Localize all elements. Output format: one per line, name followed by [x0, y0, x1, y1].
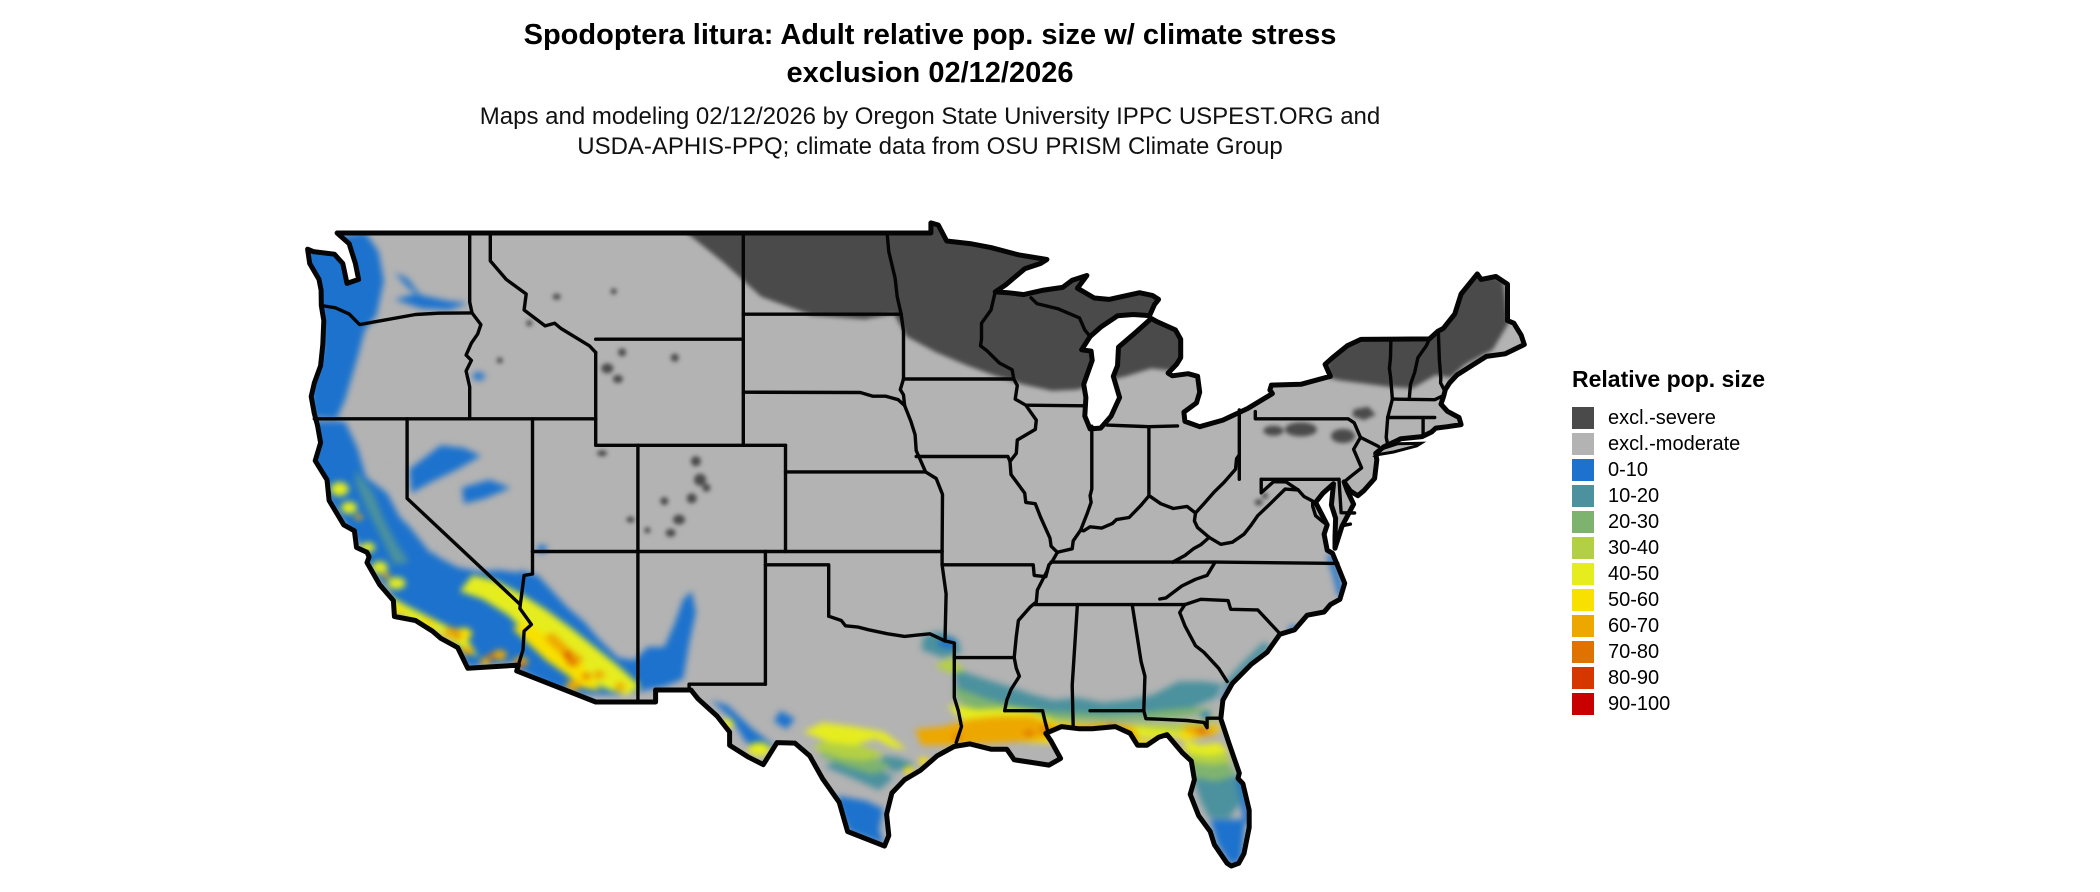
legend-label: 90-100	[1608, 692, 1671, 715]
legend-swatch	[1572, 563, 1594, 585]
map-population-regions	[307, 231, 1344, 866]
legend-swatch	[1572, 589, 1594, 611]
us-coast-outline	[305, 220, 1527, 869]
legend-swatch	[1572, 511, 1594, 533]
page-title-line1: Spodoptera litura: Adult relative pop. s…	[523, 19, 1337, 51]
legend-item: 20-30	[1572, 511, 1765, 533]
legend-swatch	[1572, 407, 1594, 429]
legend-swatch	[1572, 485, 1594, 507]
legend-item: 80-90	[1572, 667, 1765, 689]
header: Spodoptera litura: Adult relative pop. s…	[0, 16, 1860, 162]
legend-label: 60-70	[1608, 614, 1660, 637]
legend-swatch	[1572, 537, 1594, 559]
legend-label: 30-40	[1608, 536, 1660, 559]
page-subtitle-line2: USDA-APHIS-PPQ; climate data from OSU PR…	[577, 133, 1283, 160]
legend-item: 0-10	[1572, 459, 1765, 481]
page-title-line2: exclusion 02/12/2026	[786, 57, 1074, 89]
legend-title: Relative pop. size	[1572, 366, 1766, 392]
legend-item: excl.-severe	[1572, 407, 1765, 429]
legend-item: 30-40	[1572, 537, 1765, 559]
legend-label: 80-90	[1608, 666, 1660, 689]
legend-swatch	[1572, 433, 1594, 455]
map-raster-layer	[307, 222, 1525, 866]
legend-items: excl.-severe excl.-moderate 0-10 10-20 20-30…	[1572, 407, 1765, 715]
legend-label: 20-30	[1608, 510, 1660, 533]
legend-swatch	[1572, 693, 1594, 715]
legend-item: 70-80	[1572, 641, 1765, 663]
page-title: Spodoptera litura: Adult relative pop. s…	[0, 16, 1860, 92]
page-subtitle-line1: Maps and modeling 02/12/2026 by Oregon S…	[479, 103, 1381, 130]
legend-label: 40-50	[1608, 562, 1660, 585]
legend-item: excl.-moderate	[1572, 433, 1765, 455]
legend-item: 40-50	[1572, 563, 1765, 585]
legend: Relative pop. size excl.-severe excl.-mod…	[1572, 366, 1765, 719]
legend-item: 50-60	[1572, 589, 1765, 611]
legend-item: 90-100	[1572, 693, 1765, 715]
legend-label: 0-10	[1608, 458, 1649, 481]
legend-item: 10-20	[1572, 485, 1765, 507]
legend-label: 10-20	[1608, 484, 1660, 507]
legend-label: 50-60	[1608, 588, 1660, 611]
legend-swatch	[1572, 459, 1594, 481]
legend-label: excl.-moderate	[1608, 432, 1741, 455]
legend-label: 70-80	[1608, 640, 1660, 663]
legend-swatch	[1572, 641, 1594, 663]
legend-swatch	[1572, 615, 1594, 637]
legend-swatch	[1572, 667, 1594, 689]
state-borders	[312, 231, 1446, 745]
legend-item: 60-70	[1572, 615, 1765, 637]
legend-label: excl.-severe	[1608, 406, 1716, 429]
page-subtitle: Maps and modeling 02/12/2026 by Oregon S…	[0, 102, 1860, 162]
